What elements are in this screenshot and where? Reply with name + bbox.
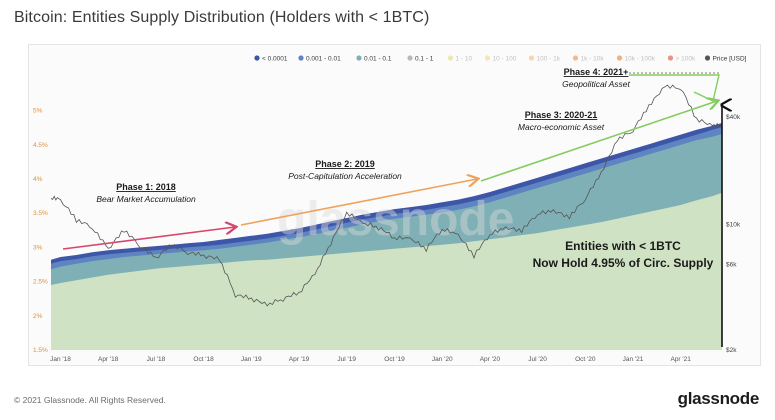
y-tick-label: 1.5% (33, 347, 48, 354)
phase1-subtitle: Bear Market Accumulation (96, 194, 196, 204)
legend-swatch (704, 55, 711, 61)
legend-swatch (254, 55, 260, 61)
right-tick-label: $10k (726, 222, 741, 229)
right-tick-label: $40k (726, 114, 741, 121)
phase1-title: Phase 1: 2018 (116, 182, 176, 192)
phase4-title: Phase 4: 2021+ (564, 67, 629, 77)
phase2-subtitle: Post-Capitulation Acceleration (288, 171, 402, 181)
phase2-title: Phase 2: 2019 (315, 159, 375, 169)
phase4-subtitle: Geopolitical Asset (562, 79, 630, 89)
legend-swatch (447, 55, 454, 61)
x-tick-label: Jan '20 (432, 356, 453, 363)
phase1-arrow (62, 227, 235, 250)
legend-swatch (572, 55, 579, 61)
x-tick-label: Oct '19 (384, 356, 405, 363)
x-tick-label: Jul '19 (337, 356, 356, 363)
x-tick-label: Jul '20 (528, 356, 547, 363)
legend-item-label: < 0.0001 (262, 56, 288, 63)
legend-item-label: 1k - 10k (581, 56, 605, 63)
y-tick-label: 5% (33, 108, 43, 115)
x-tick-label: Jan '18 (50, 356, 71, 363)
x-tick-label: Jan '19 (241, 356, 262, 363)
chart-plot: < 0.0001 0.001 - 0.01 0.01 - 0.1 0.1 - 1 1 -… (33, 55, 747, 363)
right-tick-label: $2k (726, 347, 737, 354)
y-tick-label: 3% (33, 244, 43, 251)
legend-item-label: Price [USD] (713, 56, 747, 63)
x-tick-label: Oct '18 (193, 356, 214, 363)
x-axis: Jan '18 Apr '18 Jul '18 Oct '18 Jan '19 Apr '… (50, 356, 691, 363)
phase3-subtitle: Macro-economic Asset (518, 122, 605, 132)
annotation-line2: Now Hold 4.95% of Circ. Supply (533, 256, 714, 270)
annotation-line1: Entities with < 1BTC (565, 239, 681, 253)
right-tick-label: $6k (726, 262, 737, 269)
legend-item-label: 1 - 10 (456, 56, 473, 63)
watermark: glassnode (277, 193, 514, 246)
chart-title: Bitcoin: Entities Supply Distribution (H… (14, 9, 430, 26)
legend-swatch (484, 55, 491, 61)
phase3-title: Phase 3: 2020-21 (525, 110, 598, 120)
legend-item-label: 10 - 100 (493, 56, 517, 63)
legend-swatch (407, 55, 413, 61)
x-tick-label: Jan '21 (623, 356, 644, 363)
x-tick-label: Apr '19 (289, 356, 310, 363)
legend-swatch (616, 55, 623, 61)
legend-item-label: 0.01 - 0.1 (364, 56, 392, 63)
copyright-text: © 2021 Glassnode. All Rights Reserved. (14, 395, 166, 405)
chart-frame: < 0.0001 0.001 - 0.01 0.01 - 0.1 0.1 - 1 1 -… (28, 44, 761, 366)
x-tick-label: Jul '18 (147, 356, 166, 363)
x-tick-label: Oct '20 (575, 356, 596, 363)
y-axis-left: 1.5% 2% 2.5% 3% 3.5% 4% 4.5% 5% (33, 108, 48, 354)
legend-swatch (356, 55, 362, 61)
y-tick-label: 2% (33, 313, 43, 320)
y-tick-label: 4% (33, 176, 43, 183)
brand-logo: glassnode (677, 389, 760, 408)
x-tick-label: Apr '20 (480, 356, 501, 363)
chart-legend: < 0.0001 0.001 - 0.01 0.01 - 0.1 0.1 - 1 1 -… (254, 55, 747, 63)
y-tick-label: 4.5% (33, 142, 48, 149)
stacked-areas (51, 123, 722, 350)
phase3-arrow (480, 101, 717, 182)
area-0-1-1 (51, 192, 722, 350)
legend-item-label: 0.001 - 0.01 (306, 56, 341, 63)
phase4-arrow (629, 74, 720, 103)
legend-swatch (528, 55, 535, 61)
price-line (50, 84, 723, 307)
x-tick-label: Apr '18 (98, 356, 119, 363)
legend-swatch (298, 55, 304, 61)
x-tick-label: Apr '21 (670, 356, 691, 363)
y-axis-right: $2k $6k $10k $40k (726, 114, 741, 354)
price-line-group (50, 84, 723, 307)
legend-item-label: > 100k (676, 56, 696, 63)
legend-item-label: 100 - 1k (537, 56, 561, 63)
legend-item-label: 10k - 100k (625, 56, 656, 63)
legend-swatch (667, 55, 674, 61)
y-tick-label: 2.5% (33, 279, 48, 286)
y-tick-label: 3.5% (33, 210, 48, 217)
phase2-arrow (240, 179, 477, 226)
legend-item-label: 0.1 - 1 (415, 56, 434, 63)
